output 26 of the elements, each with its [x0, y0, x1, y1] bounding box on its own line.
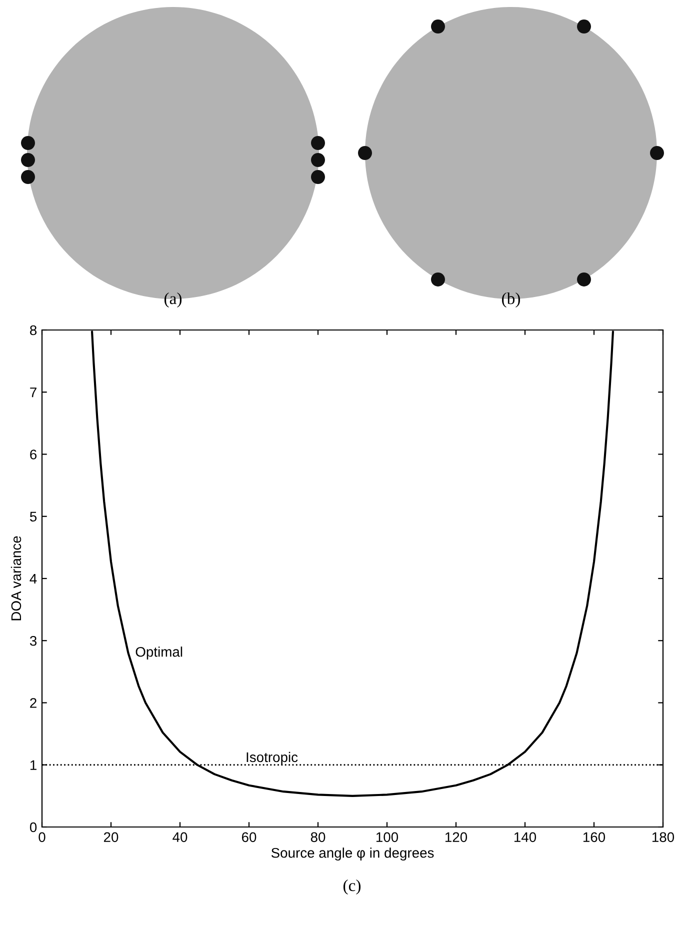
y-tick-label: 1	[30, 760, 36, 770]
text: (b)	[502, 292, 520, 308]
x-tick-label: 0	[38, 832, 46, 842]
series-label: Optimal	[136, 646, 182, 660]
y-tick-label: 4	[30, 574, 37, 584]
text: (a)	[164, 292, 182, 308]
y-axis-title: DOA variance	[10, 536, 22, 620]
x-tick-label: 80	[310, 832, 326, 842]
x-tick-label: 140	[514, 832, 536, 842]
x-axis-title: Source angle φ in degrees	[271, 848, 434, 861]
y-tick-label: 0	[30, 822, 37, 832]
y-tick-label: 7	[30, 388, 36, 398]
x-tick-label: 120	[445, 832, 468, 842]
y-tick-label: 5	[30, 512, 37, 522]
x-tick-label: 180	[652, 832, 674, 842]
x-tick-label: 60	[242, 832, 256, 842]
ref-line-label: Isotropic	[246, 752, 298, 765]
x-tick-label: 100	[376, 832, 398, 842]
y-tick-label: 8	[30, 325, 37, 336]
x-tick-label: 160	[583, 832, 606, 842]
text: (c)	[343, 879, 361, 895]
x-tick-label: 40	[172, 832, 188, 842]
y-tick-label: 6	[30, 450, 37, 460]
y-tick-label: 2	[30, 698, 36, 708]
y-tick-label: 3	[30, 636, 37, 646]
x-tick-label: 20	[104, 832, 118, 842]
